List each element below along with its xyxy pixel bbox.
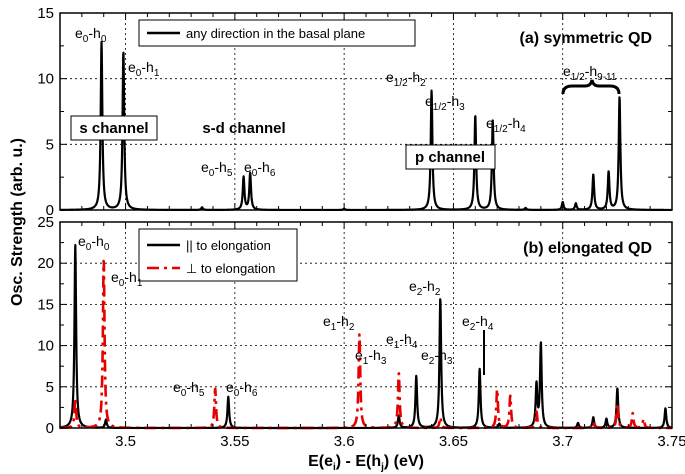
ann-b-e1h4: e1-h4 — [386, 331, 418, 351]
panel-a-title: (a) symmetric QD — [520, 30, 653, 47]
ann-b-e0h0: e0-h0 — [78, 233, 110, 253]
x-tick-label-3.6: 3.6 — [334, 433, 355, 450]
y-tick-label-a-15: 15 — [37, 5, 54, 22]
y-axis-title: Osc. Strength (arb. u.) — [9, 138, 26, 306]
x-axis-title: E(ei) - E(hj) (eV) — [308, 453, 424, 473]
brace-icon — [561, 79, 621, 95]
ann-a-e12h911: e1/2-h9-11 — [563, 63, 617, 83]
sd-channel-text: s-d channel — [202, 120, 285, 137]
x-tick-label-3.7: 3.7 — [552, 433, 573, 450]
panel-b-legend: || to elongation ⊥ to elongation — [138, 228, 298, 282]
p-channel-box — [405, 144, 496, 170]
y-tick-label-b-20: 20 — [37, 255, 54, 272]
ann-b-e0h6: e0-h6 — [226, 379, 258, 399]
y-tick-label-b-5: 5 — [46, 379, 54, 396]
y-tick-label-b-25: 25 — [37, 214, 54, 231]
legend-label-basal: any direction in the basal plane — [186, 26, 365, 41]
y-tick-label-a-10: 10 — [37, 71, 54, 88]
panel-a-ticks: 0 5 10 15 — [37, 5, 672, 219]
ann-a-e0h0: e0-h0 — [75, 25, 107, 45]
y-tick-label-b-0: 0 — [46, 420, 54, 437]
p-channel-text: p channel — [415, 149, 485, 166]
y-tick-label-a-0: 0 — [46, 202, 54, 219]
legend-label-parallel: || to elongation — [186, 238, 271, 253]
panel-a-legend-box — [138, 19, 416, 47]
x-tick-label-3.55: 3.55 — [220, 433, 249, 450]
ann-a-e12h3: e1/2-h3 — [425, 93, 465, 113]
ann-a-e12h4: e1/2-h4 — [486, 115, 526, 135]
x-tick-label-3.65: 3.65 — [439, 433, 468, 450]
ann-a-e0h1: e0-h1 — [128, 59, 160, 79]
ann-a-e0h6: e0-h6 — [244, 159, 276, 179]
s-channel-label: s channel — [70, 115, 158, 141]
legend-label-perpendicular: ⊥ to elongation — [186, 261, 275, 276]
panel-a-grid — [60, 13, 672, 210]
y-tick-label-a-5: 5 — [46, 136, 54, 153]
ann-a-e0h5: e0-h5 — [201, 159, 233, 179]
x-tick-label-3.5: 3.5 — [115, 433, 136, 450]
panel-b-ticks: 0 5 10 15 20 25 3.5 3.55 3.6 3.65 3.7 3.75 — [37, 214, 685, 450]
panel-b-title: (b) elongated QD — [523, 240, 652, 257]
panel-a-legend: any direction in the basal plane — [138, 19, 416, 47]
y-tick-label-b-15: 15 — [37, 296, 54, 313]
s-channel-box — [70, 115, 158, 141]
series-line-b-1 — [58, 259, 674, 430]
panel-b: 0 5 10 15 20 25 3.5 3.55 3.6 3.65 3.7 3.75 || to el… — [37, 214, 685, 450]
x-tick-label-3.75: 3.75 — [657, 433, 685, 450]
y-tick-label-b-10: 10 — [37, 338, 54, 355]
ann-b-e2h3: e2-h3 — [421, 347, 453, 367]
p-channel-label: p channel — [405, 144, 496, 170]
ann-b-e2h2: e2-h2 — [409, 278, 441, 298]
ann-b-e2h4: e2-h4 — [462, 313, 494, 333]
ann-b-e0h1: e0-h1 — [111, 269, 143, 289]
ann-b-e1h2: e1-h2 — [323, 313, 355, 333]
panel-b-legend-box — [138, 228, 298, 282]
s-channel-text: s channel — [79, 120, 148, 137]
ann-a-e12h2: e1/2-h2 — [386, 69, 426, 89]
ann-b-e0h5: e0-h5 — [173, 379, 205, 399]
ann-b-e1h3: e1-h3 — [355, 347, 387, 367]
